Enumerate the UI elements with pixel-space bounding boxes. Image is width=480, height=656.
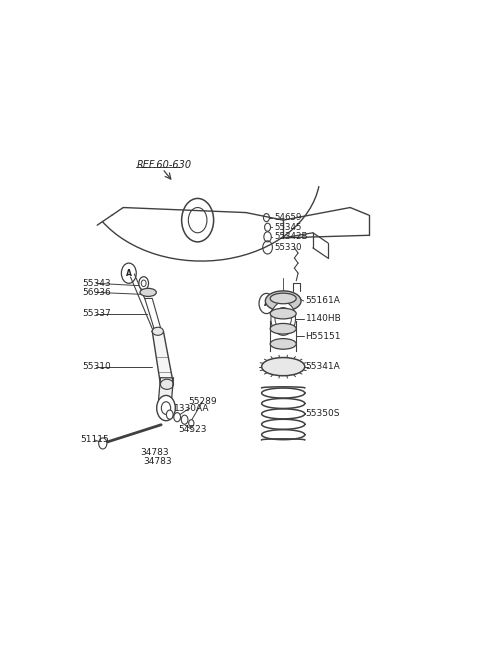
Text: H55151: H55151 [305, 332, 341, 341]
Text: 56936: 56936 [83, 288, 111, 297]
Text: 54523: 54523 [178, 425, 207, 434]
Ellipse shape [140, 289, 156, 297]
Text: 55337: 55337 [83, 309, 111, 318]
Circle shape [181, 415, 188, 424]
Text: 1140HB: 1140HB [305, 314, 341, 323]
Text: A: A [126, 269, 132, 277]
Text: 34783: 34783 [144, 457, 172, 466]
Text: 55310: 55310 [83, 362, 111, 371]
Circle shape [156, 396, 175, 420]
Text: 55345: 55345 [274, 223, 301, 232]
Text: 1330AA: 1330AA [173, 403, 209, 413]
Polygon shape [152, 331, 173, 384]
Ellipse shape [270, 338, 296, 349]
Circle shape [189, 420, 194, 427]
Text: 51115: 51115 [81, 436, 109, 444]
Text: 55161A: 55161A [305, 297, 340, 306]
Text: A: A [264, 299, 269, 308]
Text: 55343: 55343 [83, 279, 111, 288]
Ellipse shape [265, 291, 301, 311]
Circle shape [271, 302, 296, 335]
Text: 55350S: 55350S [305, 409, 340, 419]
Text: 55289: 55289 [188, 398, 217, 407]
Polygon shape [145, 298, 162, 331]
Circle shape [167, 410, 173, 419]
Text: REF.60-630: REF.60-630 [136, 159, 192, 170]
Text: 55342B: 55342B [274, 232, 307, 241]
Text: 55330: 55330 [274, 243, 301, 252]
Text: 54659: 54659 [274, 213, 301, 222]
Ellipse shape [262, 358, 305, 376]
Ellipse shape [270, 293, 296, 304]
Polygon shape [158, 378, 173, 400]
Text: 34783: 34783 [140, 448, 168, 457]
Ellipse shape [160, 379, 173, 390]
Circle shape [99, 438, 107, 449]
Ellipse shape [270, 323, 296, 334]
Circle shape [139, 277, 148, 290]
Ellipse shape [152, 327, 163, 335]
Text: 55341A: 55341A [305, 362, 340, 371]
Circle shape [174, 413, 180, 422]
Ellipse shape [270, 308, 296, 319]
